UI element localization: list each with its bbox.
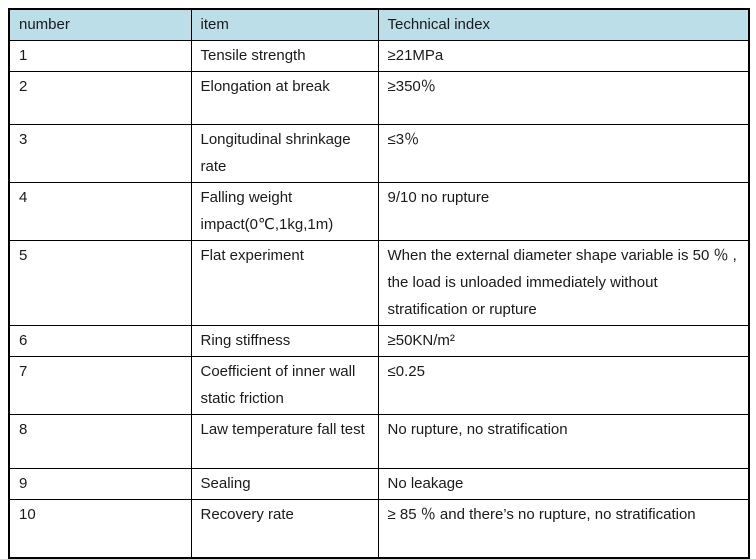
cell-number: 3 [8, 124, 192, 183]
table-row: 4 Falling weight impact(0℃,1kg,1m) 9/10 … [8, 182, 750, 241]
cell-number: 6 [8, 325, 192, 357]
col-header-number: number [8, 8, 192, 41]
table-row: 6 Ring stiffness ≥50KN/m² [8, 325, 750, 357]
cell-item: Tensile strength [190, 40, 379, 72]
cell-item: Elongation at break [190, 71, 379, 125]
cell-number: 7 [8, 356, 192, 415]
table-row: 10 Recovery rate ≥ 85 ％ and there’s no r… [8, 499, 750, 558]
cell-number: 5 [8, 240, 192, 326]
cell-technical-index: ≥ 85 ％ and there’s no rupture, no strati… [377, 499, 750, 558]
cell-item: Coefficient of inner wall static frictio… [190, 356, 379, 415]
cell-item: Longitudinal shrinkage rate [190, 124, 379, 183]
cell-technical-index: ≤3％ [377, 124, 750, 183]
cell-technical-index: When the external diameter shape variabl… [377, 240, 750, 326]
table-row: 2 Elongation at break ≥350％ [8, 71, 750, 125]
cell-item: Ring stiffness [190, 325, 379, 357]
cell-technical-index: ≤0.25 [377, 356, 750, 415]
table-row: 5 Flat experiment When the external diam… [8, 240, 750, 326]
cell-item: Law temperature fall test [190, 414, 379, 469]
table-row: 1 Tensile strength ≥21MPa [8, 40, 750, 72]
table-row: 9 Sealing No leakage [8, 468, 750, 500]
col-header-technical-index: Technical index [377, 8, 750, 41]
cell-item: Falling weight impact(0℃,1kg,1m) [190, 182, 379, 241]
cell-item: Recovery rate [190, 499, 379, 558]
cell-technical-index: ≥21MPa [377, 40, 750, 72]
table-row: 7 Coefficient of inner wall static frict… [8, 356, 750, 415]
document-page: number item Technical index 1 Tensile st… [8, 8, 750, 559]
cell-item: Flat experiment [190, 240, 379, 326]
cell-number: 2 [8, 71, 192, 125]
cell-number: 8 [8, 414, 192, 469]
cell-number: 1 [8, 40, 192, 72]
table-row: 8 Law temperature fall test No rupture, … [8, 414, 750, 469]
col-header-item: item [190, 8, 379, 41]
cell-technical-index: No leakage [377, 468, 750, 500]
cell-technical-index: ≥350％ [377, 71, 750, 125]
cell-number: 4 [8, 182, 192, 241]
cell-number: 9 [8, 468, 192, 500]
table-row: 3 Longitudinal shrinkage rate ≤3％ [8, 124, 750, 183]
cell-technical-index: 9/10 no rupture [377, 182, 750, 241]
cell-number: 10 [8, 499, 192, 558]
cell-item: Sealing [190, 468, 379, 500]
header-row: number item Technical index [8, 8, 750, 41]
technical-index-table: number item Technical index 1 Tensile st… [8, 8, 750, 559]
cell-technical-index: No rupture, no stratification [377, 414, 750, 469]
cell-technical-index: ≥50KN/m² [377, 325, 750, 357]
